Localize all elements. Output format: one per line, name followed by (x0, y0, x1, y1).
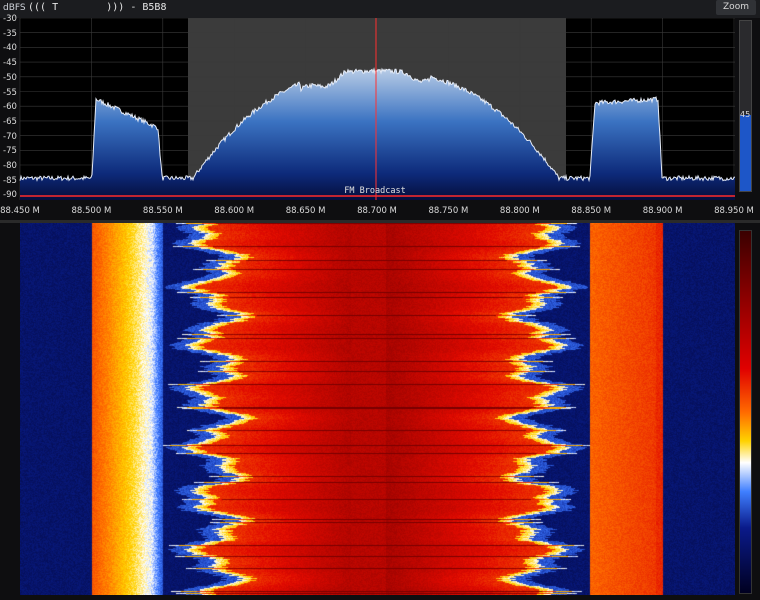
top-bar: dBFS ((( T ))) - B5B8 Zoom (0, 0, 760, 18)
spectrum-trace (19, 67, 736, 183)
rds-label: dBFS (3, 3, 26, 13)
splitter[interactable] (0, 220, 760, 223)
gain-value: 45 (740, 110, 751, 119)
waterfall-colorbar (739, 230, 752, 594)
gain-slider-fill (740, 114, 751, 191)
rds-text: ((( T ))) - B5B8 (28, 2, 167, 13)
waterfall-display[interactable] (20, 223, 735, 595)
spectrum-fill (20, 69, 735, 200)
gain-slider[interactable] (739, 20, 752, 192)
spectrum-display[interactable] (0, 18, 760, 220)
zoom-button[interactable]: Zoom (716, 0, 756, 15)
